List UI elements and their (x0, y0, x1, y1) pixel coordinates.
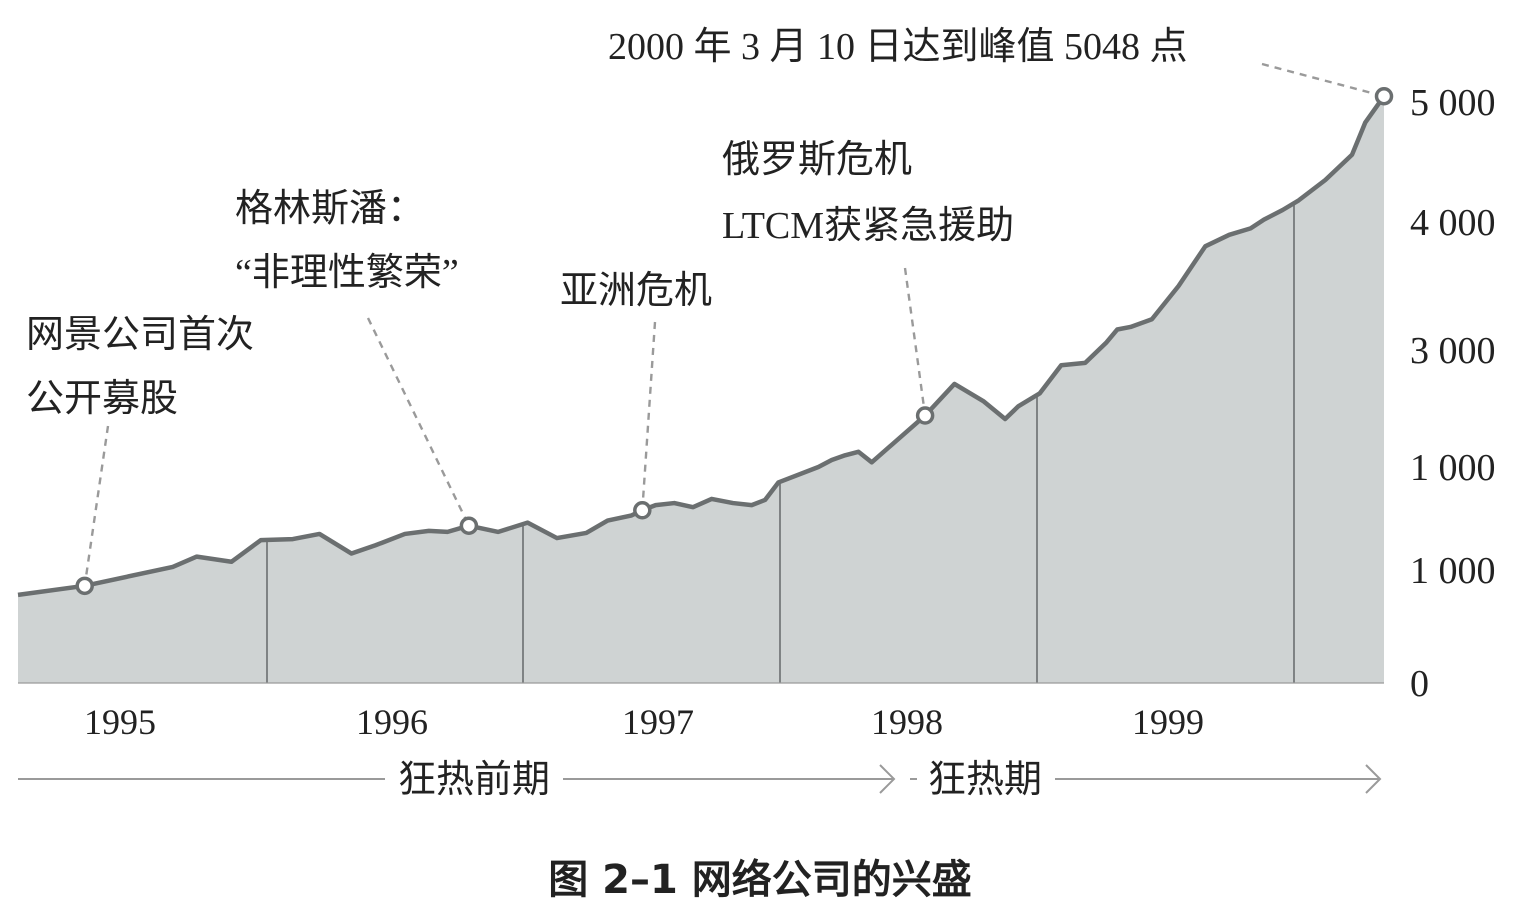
chart-title: 图 2–1 网络公司的兴盛 (548, 857, 972, 903)
annotation-label: 俄罗斯危机 LTCM获紧急援助 (722, 139, 1014, 247)
annotation-label: 格林斯潘： “非理性繁荣” (235, 188, 459, 294)
annotation-leaders (83, 62, 1385, 586)
annotation-line: 亚洲危机 (560, 270, 712, 312)
annotation-label: 亚洲危机 (560, 270, 712, 312)
annotation-line: 2000 年 3 月 10 日达到峰值 5048 点 (608, 26, 1188, 68)
index-area (18, 96, 1384, 684)
annotation-label: 2000 年 3 月 10 日达到峰值 5048 点 (608, 26, 1188, 68)
annotation-leader (83, 425, 110, 586)
annotation-line: 俄罗斯危机 (722, 139, 912, 181)
y-axis-ticks: 0 1 000 1 000 3 000 4 000 5 000 (1410, 82, 1496, 705)
annotation-line: 网景公司首次 (26, 314, 254, 356)
y-tick-label: 4 000 (1410, 202, 1496, 244)
phase-arrow-head (879, 764, 896, 794)
x-tick-label: 1995 (84, 702, 156, 742)
annotation-labels: 网景公司首次公开募股 格林斯潘： “非理性繁荣” 亚洲危机 俄罗斯危机 LTCM获紧急援助… (26, 26, 1188, 420)
y-tick-label: 5 000 (1410, 82, 1496, 124)
annotation-leader (1261, 62, 1385, 98)
phase-arrow-head (1365, 764, 1382, 794)
phase-label: 狂热前期 (398, 759, 550, 801)
phase-arrows: 狂热前期 狂热期 (18, 759, 1382, 801)
annotation-line: LTCM获紧急援助 (722, 205, 1014, 247)
phase-label: 狂热期 (928, 759, 1042, 801)
y-tick-label: 1 000 (1410, 550, 1496, 592)
x-tick-label: 1998 (871, 702, 943, 742)
x-axis-ticks: 1995 1996 1997 1998 1999 (84, 702, 1204, 742)
annotation-markers (75, 86, 1394, 596)
annotation-leader (903, 267, 927, 416)
annotation-marker (1374, 86, 1394, 106)
annotation-marker (633, 501, 652, 520)
annotation-line: 公开募股 (26, 378, 178, 420)
x-tick-label: 1996 (356, 702, 428, 742)
annotation-leader (366, 317, 470, 527)
x-tick-label: 1997 (622, 702, 694, 742)
year-dividers (266, 203, 1295, 683)
annotation-marker (915, 406, 935, 425)
x-tick-label: 1999 (1132, 702, 1204, 742)
annotation-line: “非理性繁荣” (235, 252, 459, 294)
annotation-marker (459, 516, 479, 535)
y-tick-label: 0 (1410, 663, 1429, 705)
y-tick-label: 1 000 (1410, 447, 1496, 489)
y-tick-label: 3 000 (1410, 330, 1496, 372)
annotation-marker (75, 576, 94, 596)
annotation-label: 网景公司首次公开募股 (26, 314, 254, 420)
annotation-line: 格林斯潘： (235, 188, 425, 230)
annotation-leader (641, 321, 657, 511)
index-line (17, 94, 1386, 598)
